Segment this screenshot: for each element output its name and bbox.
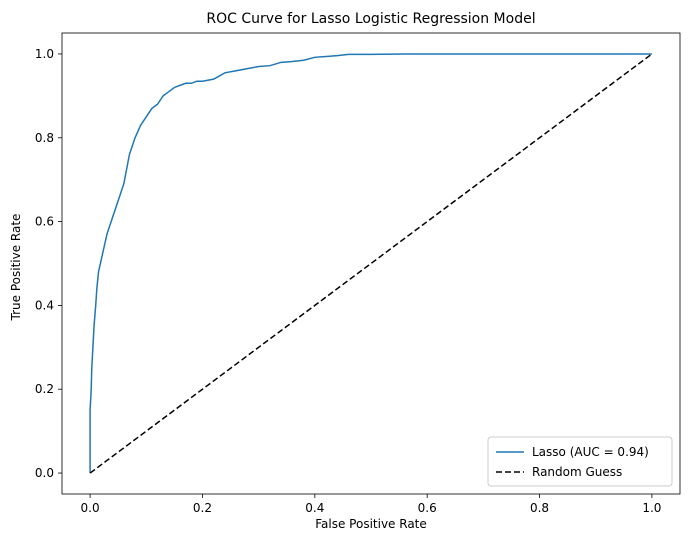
x-tick-label: 1.0 xyxy=(642,501,661,515)
plot-area xyxy=(61,32,681,495)
x-axis-label: False Positive Rate xyxy=(315,517,427,531)
x-tick-label: 0.6 xyxy=(418,501,437,515)
y-axis: 0.0 0.2 0.4 0.6 0.8 1.0 xyxy=(35,47,62,480)
y-axis-label: True Positive Rate xyxy=(9,214,23,322)
legend-label: Random Guess xyxy=(532,465,622,479)
y-tick-label: 0.8 xyxy=(35,131,54,145)
x-tick-label: 0.4 xyxy=(305,501,324,515)
y-tick-label: 0.0 xyxy=(35,466,54,480)
lasso-roc-line xyxy=(89,53,652,474)
x-tick-label: 0.2 xyxy=(193,501,212,515)
y-tick-label: 0.4 xyxy=(35,298,54,312)
y-tick-label: 0.6 xyxy=(35,215,54,229)
y-tick-label: 0.2 xyxy=(35,382,54,396)
random-guess-line xyxy=(89,53,653,474)
x-axis: 0.0 0.2 0.4 0.6 0.8 1.0 xyxy=(81,494,661,515)
legend-box xyxy=(487,436,673,487)
x-tick-label: 0.0 xyxy=(81,501,100,515)
x-tick-label: 0.8 xyxy=(530,501,549,515)
legend-label: Lasso (AUC = 0.94) xyxy=(532,445,649,459)
y-tick-label: 1.0 xyxy=(35,47,54,61)
legend: Lasso (AUC = 0.94) Random Guess xyxy=(487,436,673,487)
plot-frame xyxy=(61,32,681,495)
chart-title: ROC Curve for Lasso Logistic Regression … xyxy=(206,11,535,27)
